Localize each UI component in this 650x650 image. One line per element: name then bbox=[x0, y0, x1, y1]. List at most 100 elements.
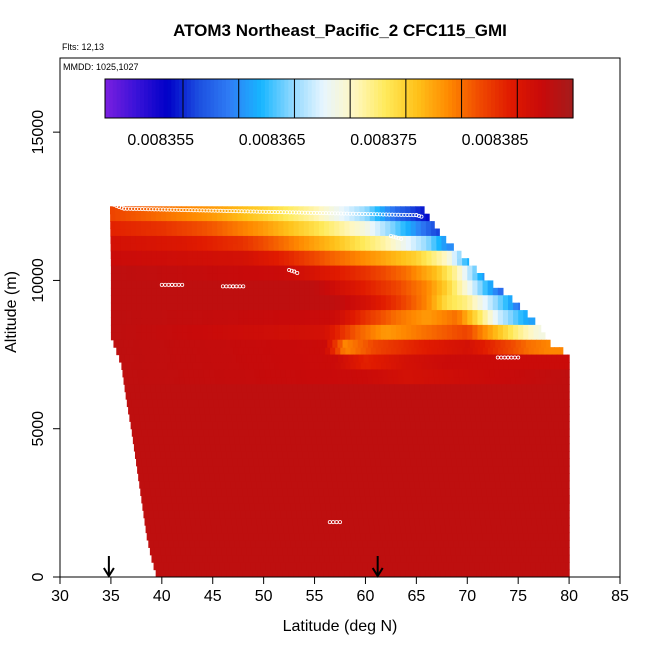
heat-cell bbox=[432, 399, 438, 408]
heat-cell bbox=[436, 287, 443, 296]
heat-cell bbox=[444, 354, 451, 363]
heat-cell bbox=[304, 243, 310, 252]
heat-cell bbox=[344, 554, 351, 563]
heat-cell bbox=[170, 384, 177, 393]
heat-cell bbox=[314, 228, 320, 237]
heat-cell bbox=[474, 339, 481, 348]
heat-cell bbox=[179, 339, 186, 348]
heat-cell bbox=[362, 376, 369, 385]
heat-cell bbox=[365, 302, 372, 311]
heat-cell bbox=[319, 258, 326, 267]
heat-cell bbox=[225, 517, 232, 526]
heat-cell bbox=[304, 258, 310, 267]
heat-cell bbox=[494, 539, 501, 548]
heat-cell bbox=[254, 369, 261, 378]
heat-cell bbox=[237, 228, 244, 237]
heat-cell bbox=[161, 213, 167, 222]
colorbar-swatch bbox=[553, 79, 558, 118]
heat-cell bbox=[338, 450, 345, 459]
heat-cell bbox=[206, 488, 213, 497]
heat-cell bbox=[380, 273, 387, 282]
heat-cell bbox=[360, 532, 367, 541]
heat-cell bbox=[171, 243, 178, 252]
heat-cell bbox=[207, 265, 214, 274]
heat-cell bbox=[217, 213, 223, 222]
heat-cell bbox=[270, 473, 277, 482]
heat-cell bbox=[406, 361, 413, 370]
colorbar-swatch bbox=[183, 79, 188, 118]
heat-cell bbox=[202, 554, 209, 563]
heat-cell bbox=[561, 376, 568, 385]
heat-cell bbox=[395, 525, 401, 534]
heat-cell bbox=[396, 347, 402, 356]
heat-cell bbox=[392, 473, 399, 482]
heat-cell bbox=[349, 235, 356, 244]
heat-cell bbox=[231, 547, 238, 556]
heat-cell bbox=[177, 317, 183, 326]
heat-cell bbox=[252, 228, 259, 237]
heat-cell bbox=[294, 280, 300, 289]
heat-cell bbox=[311, 539, 317, 548]
heat-cell bbox=[238, 317, 244, 326]
heat-cell bbox=[202, 258, 209, 267]
heat-cell bbox=[513, 399, 520, 408]
heat-cell bbox=[484, 376, 491, 385]
heat-cell bbox=[340, 428, 347, 437]
heat-cell bbox=[477, 428, 484, 437]
heat-cell bbox=[263, 287, 270, 296]
heat-cell bbox=[453, 539, 460, 548]
heat-cell bbox=[291, 443, 298, 452]
heat-cell bbox=[486, 569, 493, 577]
x-tick-label: 80 bbox=[560, 588, 578, 605]
heat-cell bbox=[228, 532, 234, 541]
heat-cell bbox=[237, 235, 244, 244]
heat-cell bbox=[475, 547, 482, 556]
heat-cell bbox=[455, 488, 462, 497]
heat-cell bbox=[471, 421, 478, 430]
heat-cell bbox=[400, 250, 407, 259]
heat-cell bbox=[357, 376, 364, 385]
heat-cell bbox=[306, 510, 313, 519]
heat-cell bbox=[294, 317, 300, 326]
heat-cell bbox=[166, 280, 173, 289]
heat-cell bbox=[202, 332, 209, 341]
heat-cell bbox=[365, 258, 372, 267]
heat-cell bbox=[156, 458, 163, 467]
heat-cell bbox=[243, 273, 249, 282]
heat-cell bbox=[430, 488, 437, 497]
heat-cell bbox=[342, 510, 348, 519]
heat-cell bbox=[446, 287, 453, 296]
heat-cell bbox=[518, 465, 525, 474]
heat-cell bbox=[293, 488, 299, 497]
heat-cell bbox=[446, 310, 453, 319]
heat-cell bbox=[151, 258, 158, 267]
heat-cell bbox=[376, 399, 382, 408]
heat-cell bbox=[320, 428, 326, 437]
heat-cell bbox=[162, 347, 168, 356]
heat-cell bbox=[313, 421, 320, 430]
heat-cell bbox=[456, 250, 462, 259]
colorbar-swatch bbox=[549, 79, 555, 118]
heat-cell bbox=[452, 361, 459, 370]
heat-cell bbox=[413, 539, 419, 548]
heat-cell bbox=[178, 473, 185, 482]
heat-cell bbox=[426, 332, 433, 341]
heat-cell bbox=[329, 287, 336, 296]
heat-cell bbox=[115, 250, 122, 259]
heat-cell bbox=[520, 443, 527, 452]
heat-cell bbox=[446, 317, 453, 326]
heat-cell bbox=[146, 287, 153, 296]
heat-cell bbox=[466, 391, 473, 400]
heat-cell bbox=[242, 421, 249, 430]
heat-cell bbox=[131, 250, 137, 259]
heat-cell bbox=[288, 235, 295, 244]
heat-cell bbox=[390, 280, 397, 289]
heat-cell bbox=[283, 525, 289, 534]
heat-cell bbox=[561, 443, 568, 452]
heat-cell bbox=[121, 324, 127, 333]
heat-cell bbox=[442, 347, 448, 356]
heat-cell bbox=[256, 339, 262, 348]
heat-cell bbox=[262, 384, 268, 393]
heat-cell bbox=[314, 310, 321, 319]
heat-cell bbox=[508, 347, 514, 356]
